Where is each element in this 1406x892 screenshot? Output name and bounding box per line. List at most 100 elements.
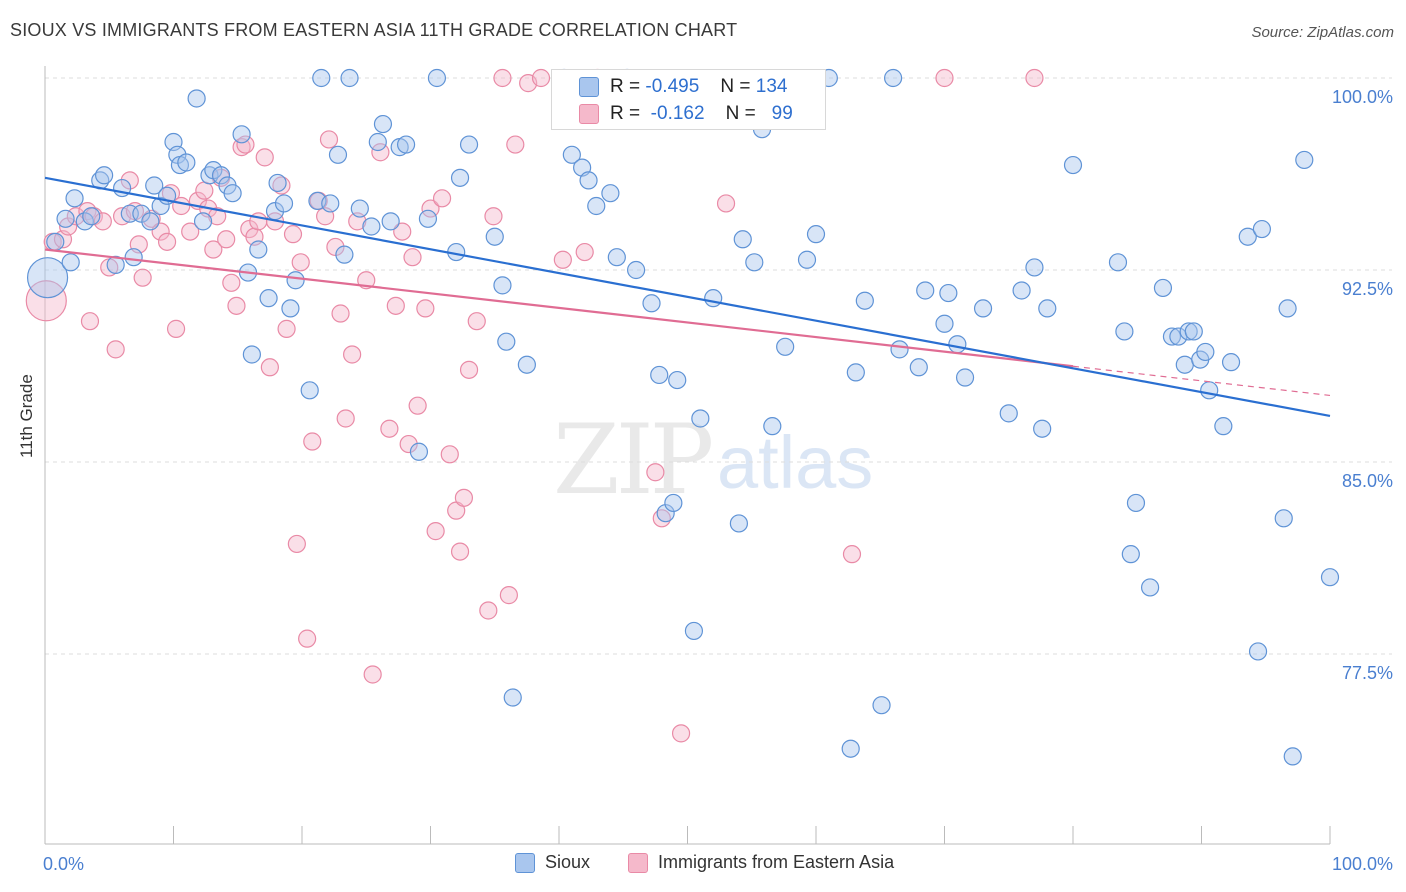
y-tick-label: 92.5%	[1342, 279, 1393, 299]
sioux-point	[1248, 642, 1268, 661]
imm-point	[575, 242, 594, 262]
sioux-point	[1140, 578, 1160, 597]
x-tick-label: 100.0%	[1332, 854, 1393, 874]
sioux-point	[1179, 322, 1198, 341]
sioux-point	[806, 225, 826, 244]
sioux-point	[668, 370, 687, 390]
y-tick-label: 85.0%	[1342, 471, 1393, 491]
axes	[44, 66, 1331, 845]
sioux-point	[797, 250, 817, 269]
imm-point	[842, 545, 862, 564]
imm-point	[25, 280, 67, 322]
imm-point	[531, 68, 551, 88]
sioux-point	[368, 132, 387, 152]
sioux-point	[939, 283, 958, 303]
imm-point	[319, 130, 339, 149]
imm-point	[363, 665, 382, 684]
imm-point	[459, 360, 479, 379]
imm-point	[298, 629, 317, 648]
r-label: R =	[610, 76, 641, 97]
sioux-point	[46, 232, 65, 251]
imm-point	[393, 222, 412, 241]
sioux-point	[1214, 417, 1233, 436]
trend-line-solid	[44, 248, 1074, 368]
sioux-point	[141, 212, 160, 231]
stats-legend: R = -0.495 N = 134 R = -0.162 N = 99	[551, 69, 826, 130]
sioux-point	[579, 171, 598, 190]
sioux-point	[151, 196, 170, 216]
sioux-point	[562, 145, 581, 164]
imm-point	[106, 340, 125, 359]
imm-point	[408, 396, 427, 415]
sioux-point	[642, 294, 661, 313]
sioux-point	[1278, 299, 1297, 318]
sioux-point	[1274, 509, 1293, 528]
sioux-point	[664, 493, 683, 513]
sioux-point	[503, 688, 522, 707]
sioux-point	[1153, 278, 1173, 298]
sioux-point	[259, 289, 278, 308]
sioux-point	[223, 184, 242, 203]
sioux-point	[1108, 253, 1128, 272]
imm-point	[479, 601, 498, 620]
imm-point	[716, 194, 736, 213]
imm-point	[671, 724, 691, 743]
sioux-point	[321, 194, 340, 213]
sioux-point	[1200, 381, 1219, 400]
sioux-point	[409, 442, 429, 461]
imm-point	[93, 212, 112, 231]
sioux-point	[1162, 327, 1182, 346]
imm-r-value: -0.162	[650, 103, 705, 124]
sioux-point	[274, 194, 294, 213]
sioux-point	[328, 145, 348, 164]
sioux-point	[145, 176, 164, 195]
sioux-point	[704, 289, 723, 308]
sioux-point	[1196, 342, 1215, 362]
sioux-swatch	[579, 77, 599, 97]
imm-point	[217, 230, 236, 249]
sioux-point	[601, 184, 620, 203]
imm-point	[195, 181, 214, 200]
sioux-point	[846, 363, 865, 382]
sioux-point	[691, 409, 710, 428]
sioux-point	[340, 68, 359, 88]
sioux-point	[242, 345, 261, 364]
sioux-point	[587, 196, 606, 216]
gridlines	[45, 77, 1392, 655]
sioux-point	[1175, 355, 1194, 374]
imm-point	[343, 345, 362, 364]
sioux-point	[1252, 219, 1271, 239]
sioux-point	[1295, 150, 1314, 170]
sioux-point	[1126, 493, 1146, 513]
imm-point	[236, 135, 255, 154]
legend-item-imm: Immigrants from Eastern Asia	[628, 852, 894, 873]
imm-point	[157, 232, 177, 251]
sioux-point	[935, 314, 954, 333]
imm-point	[493, 68, 512, 88]
imm-point	[227, 296, 246, 315]
imm-point	[133, 268, 152, 287]
imm-point	[467, 312, 486, 331]
source-label: Source: ZipAtlas.com	[1251, 24, 1394, 41]
sioux-point	[1033, 419, 1052, 438]
sioux-point	[26, 257, 69, 299]
imm-point	[386, 296, 405, 315]
sioux-point	[249, 240, 268, 259]
sioux-point	[872, 696, 891, 715]
legend-imm-label: Immigrants from Eastern Asia	[658, 852, 895, 872]
sioux-point	[517, 355, 536, 374]
imm-point	[646, 463, 665, 482]
sioux-point	[763, 417, 782, 436]
r-label: R =	[610, 103, 641, 124]
sioux-point	[350, 199, 369, 218]
sioux-point	[1238, 227, 1257, 246]
sioux-point	[607, 248, 626, 267]
imm-point	[440, 445, 459, 464]
bottom-legend: Sioux Immigrants from Eastern Asia	[0, 852, 1406, 878]
imm-point	[277, 319, 296, 338]
sioux-point	[286, 271, 305, 290]
imm-point	[380, 419, 399, 438]
sioux-point	[1320, 568, 1340, 587]
n-label: N =	[725, 103, 756, 124]
imm-point	[80, 312, 100, 331]
